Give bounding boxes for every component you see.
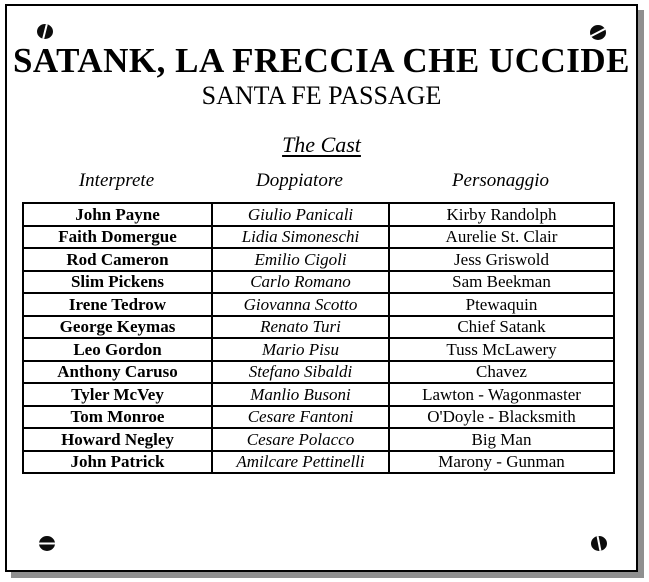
column-header-personaggio: Personaggio: [451, 170, 550, 191]
column-header-doppiatore: Doppiatore: [256, 170, 343, 191]
cell-personaggio: Big Man: [388, 427, 615, 452]
column-header-interprete: Interprete: [78, 170, 155, 191]
cell-personaggio: Marony - Gunman: [388, 449, 615, 474]
screw-bottom-left-icon: [39, 536, 55, 551]
cell-personaggio: Jess Griswold: [388, 247, 615, 272]
cell-interprete: Irene Tedrow: [22, 292, 213, 317]
cell-personaggio: O'Doyle - Blacksmith: [388, 404, 615, 429]
screw-top-right-icon: [590, 25, 606, 40]
document-page: SATANK, LA FRECCIA CHE UCCIDE SANTA FE P…: [5, 4, 638, 572]
cell-personaggio: Chief Satank: [388, 314, 615, 339]
cell-interprete: Tom Monroe: [22, 404, 213, 429]
cell-personaggio: Kirby Randolph: [388, 202, 615, 227]
cell-doppiatore: Cesare Polacco: [211, 427, 390, 452]
cell-interprete: Leo Gordon: [22, 337, 213, 362]
table-row: Irene Tedrow Giovanna Scotto Ptewaquin: [22, 292, 615, 317]
table-row: Howard Negley Cesare Polacco Big Man: [22, 427, 615, 452]
cell-interprete: Faith Domergue: [22, 224, 213, 249]
table-row: Slim Pickens Carlo Romano Sam Beekman: [22, 269, 615, 294]
cell-doppiatore: Giulio Panicali: [211, 202, 390, 227]
cell-personaggio: Lawton - Wagonmaster: [388, 382, 615, 407]
table-row: Anthony Caruso Stefano Sibaldi Chavez: [22, 359, 615, 384]
section-title: The Cast: [7, 132, 636, 158]
cell-interprete: Howard Negley: [22, 427, 213, 452]
cell-personaggio: Sam Beekman: [388, 269, 615, 294]
cell-doppiatore: Cesare Fantoni: [211, 404, 390, 429]
cell-doppiatore: Carlo Romano: [211, 269, 390, 294]
cell-doppiatore: Stefano Sibaldi: [211, 359, 390, 384]
table-row: Rod Cameron Emilio Cigoli Jess Griswold: [22, 247, 615, 272]
table-row: George Keymas Renato Turi Chief Satank: [22, 314, 615, 339]
screw-top-left-icon: [37, 24, 53, 39]
cell-interprete: Rod Cameron: [22, 247, 213, 272]
cast-table-section: Interprete Doppiatore Personaggio John P…: [22, 168, 615, 474]
cell-doppiatore: Giovanna Scotto: [211, 292, 390, 317]
table-row: John Patrick Amilcare Pettinelli Marony …: [22, 449, 615, 474]
cell-doppiatore: Manlio Busoni: [211, 382, 390, 407]
table-row: Leo Gordon Mario Pisu Tuss McLawery: [22, 337, 615, 362]
cell-interprete: Tyler McVey: [22, 382, 213, 407]
cell-personaggio: Ptewaquin: [388, 292, 615, 317]
cell-personaggio: Chavez: [388, 359, 615, 384]
cell-interprete: Slim Pickens: [22, 269, 213, 294]
cell-doppiatore: Amilcare Pettinelli: [211, 449, 390, 474]
screw-bottom-right-icon: [591, 536, 607, 551]
table-column-headers: Interprete Doppiatore Personaggio: [22, 168, 613, 194]
cell-interprete: George Keymas: [22, 314, 213, 339]
cell-doppiatore: Renato Turi: [211, 314, 390, 339]
cell-interprete: Anthony Caruso: [22, 359, 213, 384]
cell-personaggio: Aurelie St. Clair: [388, 224, 615, 249]
cast-table: John Payne Giulio Panicali Kirby Randolp…: [22, 202, 615, 474]
cell-personaggio: Tuss McLawery: [388, 337, 615, 362]
cell-interprete: John Patrick: [22, 449, 213, 474]
cell-interprete: John Payne: [22, 202, 213, 227]
section-title-text: The Cast: [282, 132, 361, 157]
cell-doppiatore: Mario Pisu: [211, 337, 390, 362]
table-row: Tom Monroe Cesare Fantoni O'Doyle - Blac…: [22, 404, 615, 429]
page-subtitle: SANTA FE PASSAGE: [201, 81, 442, 110]
cell-doppiatore: Lidia Simoneschi: [211, 224, 390, 249]
table-row: Faith Domergue Lidia Simoneschi Aurelie …: [22, 224, 615, 249]
table-row: John Payne Giulio Panicali Kirby Randolp…: [22, 202, 615, 227]
table-row: Tyler McVey Manlio Busoni Lawton - Wagon…: [22, 382, 615, 407]
cell-doppiatore: Emilio Cigoli: [211, 247, 390, 272]
page-title: SATANK, LA FRECCIA CHE UCCIDE: [12, 41, 631, 80]
